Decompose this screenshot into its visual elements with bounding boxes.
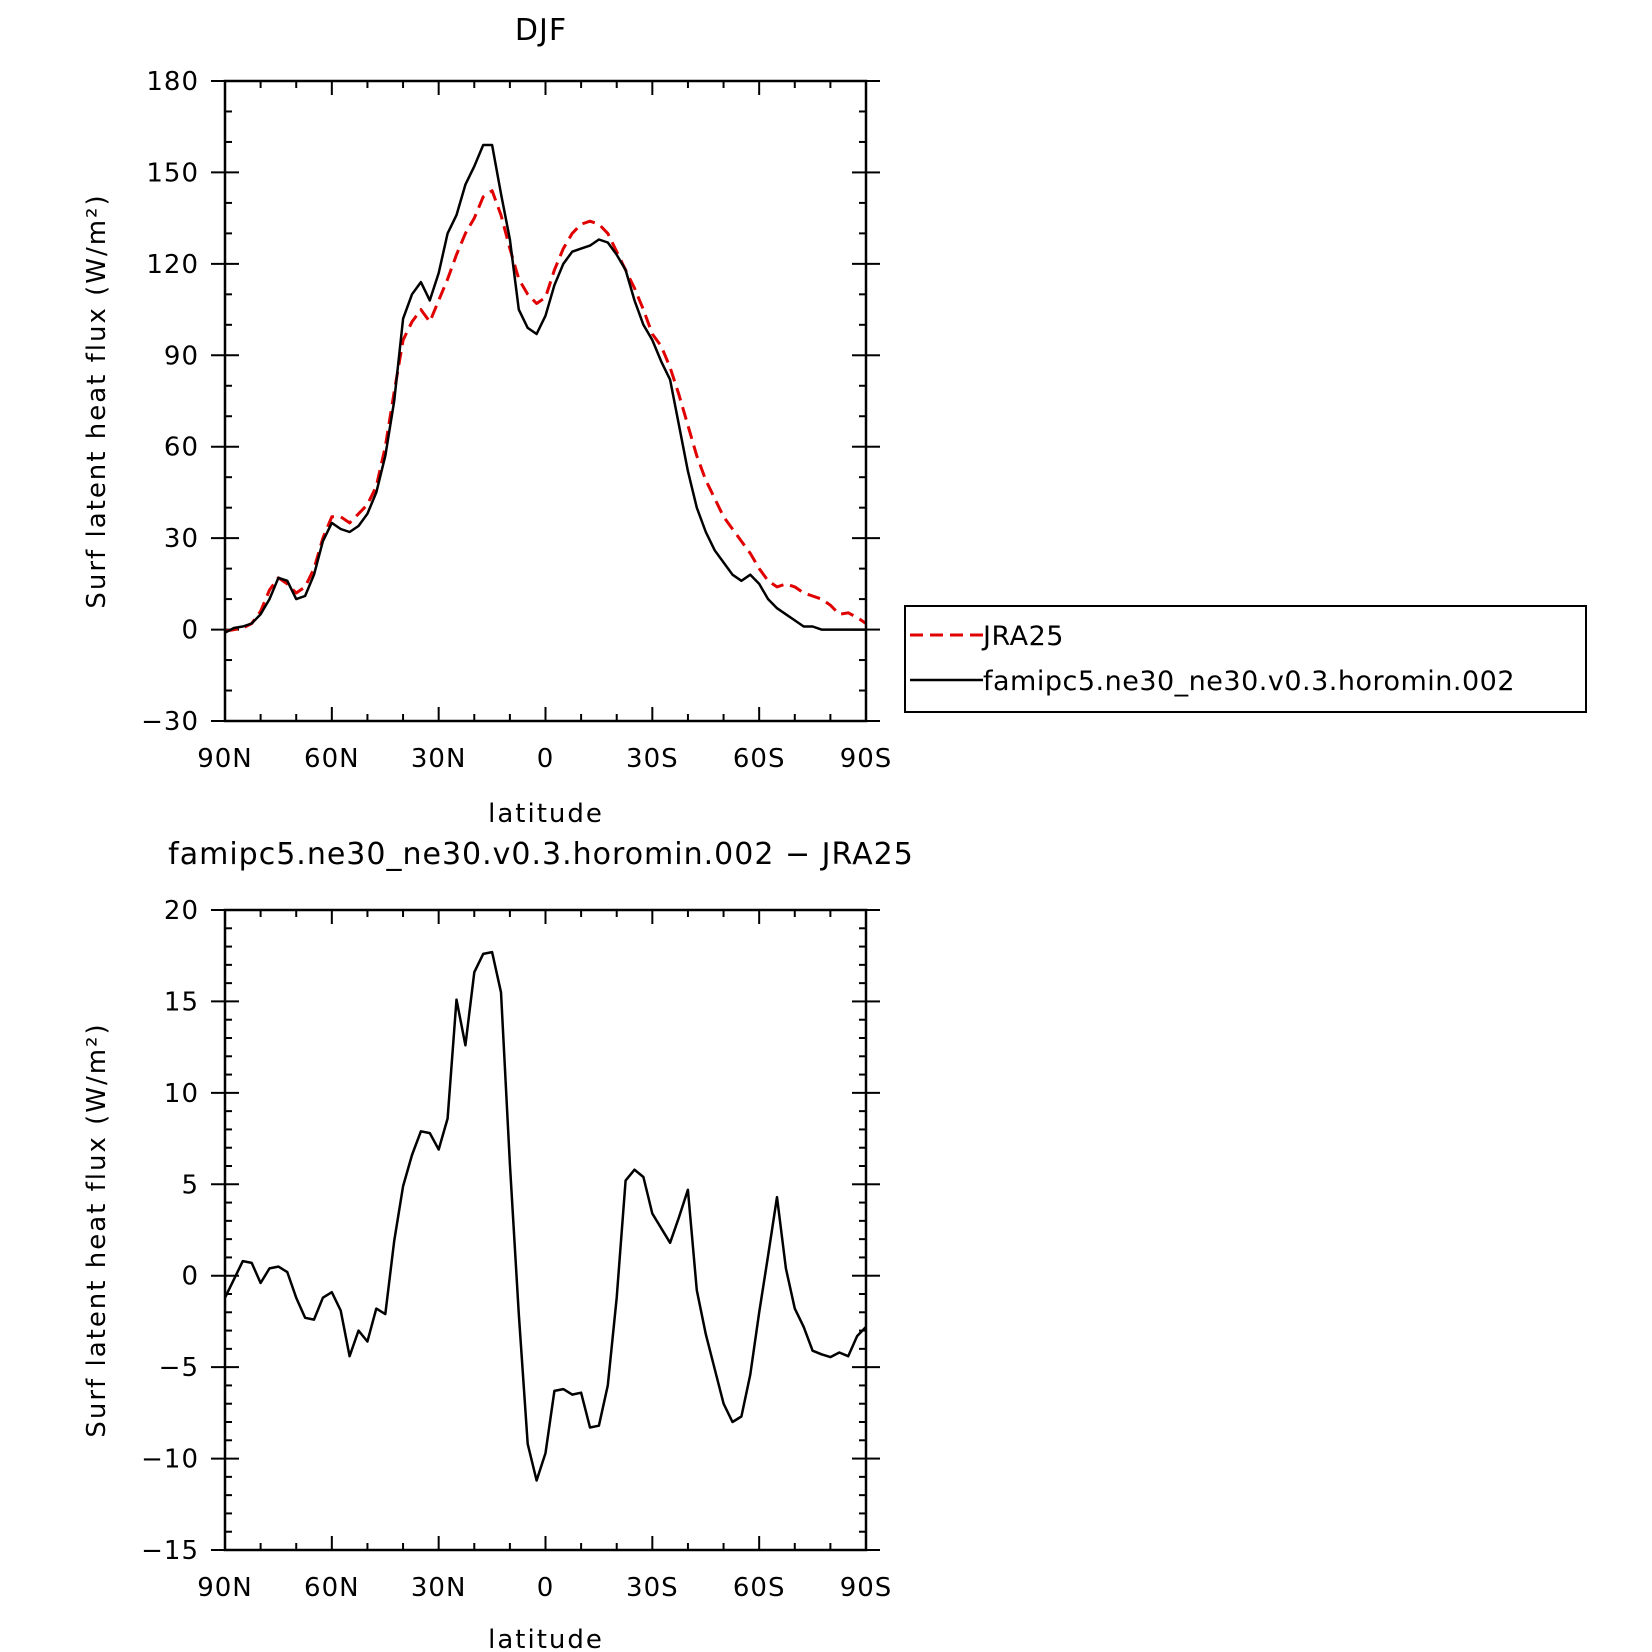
legend-box bbox=[904, 605, 1587, 713]
legend-label-model: famipc5.ne30_ne30.v0.3.horomin.002 bbox=[983, 666, 1515, 697]
top-series-lines bbox=[224, 143, 867, 634]
x-tick-label: 30S bbox=[626, 744, 679, 774]
bottom-panel-title: famipc5.ne30_ne30.v0.3.horomin.002 − JRA… bbox=[168, 837, 914, 872]
y-tick-label: 10 bbox=[164, 1079, 199, 1109]
x-tick-label: 90S bbox=[840, 1573, 893, 1603]
legend: JRA25 famipc5.ne30_ne30.v0.3.horomin.002 bbox=[904, 605, 1587, 713]
y-tick-label: 90 bbox=[164, 341, 199, 371]
bottom-y-axis-title: Surf latent heat flux (W/m²) bbox=[82, 1022, 112, 1437]
series-line-difference bbox=[223, 950, 867, 1482]
x-tick-label: 90N bbox=[197, 1573, 253, 1603]
x-tick-label: 60S bbox=[733, 744, 786, 774]
x-tick-label: 90S bbox=[840, 744, 893, 774]
series-line-jra25 bbox=[224, 189, 867, 633]
y-tick-label: −10 bbox=[141, 1445, 199, 1475]
top-panel: DJF 90N 60N 30N 0 30S 60S 90S −30 0 30 60 90 120 150 1… bbox=[82, 13, 893, 829]
x-tick-label: 0 bbox=[537, 1573, 555, 1603]
y-tick-label: −30 bbox=[141, 707, 199, 737]
legend-label-jra25: JRA25 bbox=[981, 621, 1064, 652]
bottom-x-axis-title: latitude bbox=[488, 1625, 604, 1652]
y-tick-label: 60 bbox=[164, 433, 199, 463]
series-line-famipc5-ne30-ne30-v0-3-horomin-002 bbox=[224, 143, 866, 634]
y-tick-label: 180 bbox=[146, 67, 199, 97]
y-tick-label: 0 bbox=[181, 1262, 199, 1292]
top-x-axis-title: latitude bbox=[488, 799, 604, 829]
x-tick-label: 30N bbox=[411, 744, 467, 774]
y-tick-label: 15 bbox=[164, 987, 199, 1017]
top-y-axis-title: Surf latent heat flux (W/m²) bbox=[82, 193, 112, 608]
bottom-panel: famipc5.ne30_ne30.v0.3.horomin.002 − JRA… bbox=[82, 837, 914, 1652]
bottom-tick-labels: 90N 60N 30N 0 30S 60S 90S −15 −10 −5 0 5 10 15 20 bbox=[141, 896, 893, 1603]
x-tick-label: 60N bbox=[304, 744, 360, 774]
x-tick-label: 90N bbox=[197, 744, 253, 774]
y-tick-label: 5 bbox=[181, 1170, 199, 1200]
bottom-plot-frame bbox=[223, 908, 868, 1552]
top-plot-frame bbox=[223, 79, 868, 723]
x-tick-label: 30S bbox=[626, 1573, 679, 1603]
y-tick-label: 150 bbox=[146, 158, 199, 188]
x-tick-label: 60S bbox=[733, 1573, 786, 1603]
bottom-series-lines bbox=[223, 950, 867, 1482]
x-tick-label: 60N bbox=[304, 1573, 360, 1603]
x-tick-label: 30N bbox=[411, 1573, 467, 1603]
top-tick-labels: 90N 60N 30N 0 30S 60S 90S −30 0 30 60 90 120 150 180 bbox=[141, 67, 893, 774]
y-tick-label: 0 bbox=[181, 616, 199, 646]
top-panel-title: DJF bbox=[515, 13, 567, 48]
y-tick-label: 20 bbox=[164, 896, 199, 926]
y-tick-label: 30 bbox=[164, 524, 199, 554]
y-tick-label: −15 bbox=[141, 1536, 199, 1566]
y-tick-label: −5 bbox=[159, 1353, 199, 1383]
top-axis-ticks bbox=[211, 80, 880, 722]
y-tick-label: 120 bbox=[146, 250, 199, 280]
x-tick-label: 0 bbox=[537, 744, 555, 774]
